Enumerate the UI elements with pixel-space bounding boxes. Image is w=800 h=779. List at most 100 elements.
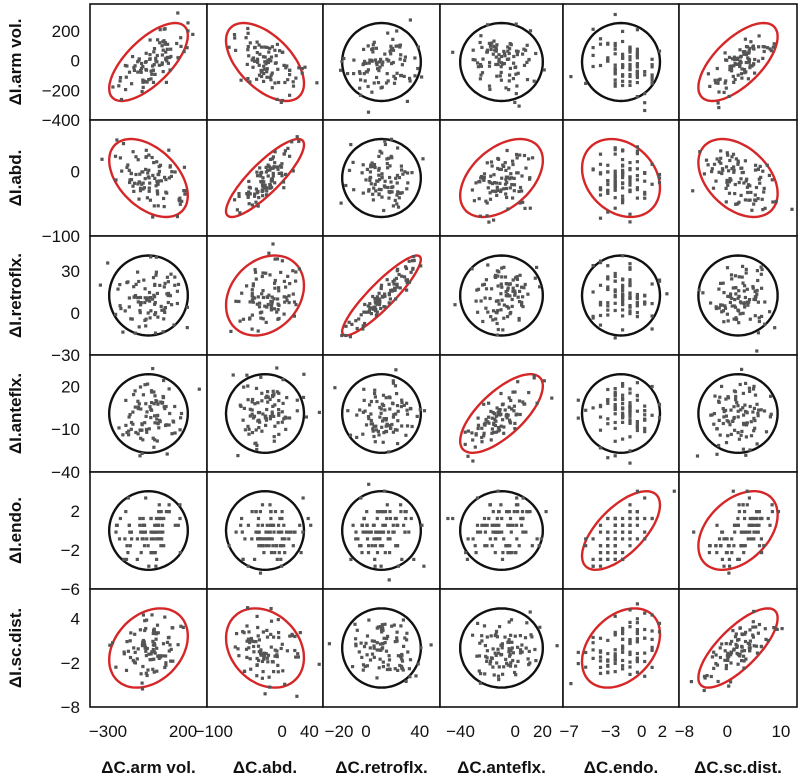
scatter-point [487,220,491,224]
scatter-point [503,275,508,279]
scatter-point [598,302,603,306]
scatter-point [635,74,639,78]
scatter-point [147,290,152,295]
scatter-point [259,653,263,657]
scatter-point [388,551,392,555]
scatter-point [118,304,122,308]
scatter-point [516,659,520,663]
scatter-point [621,201,625,205]
scatter-point [635,304,639,308]
scatter-point [138,385,143,389]
scatter-point [742,68,747,72]
scatter-point [264,165,268,169]
scatter-point [400,666,404,671]
scatter-point [146,544,150,548]
scatter-point [117,84,121,88]
scatter-point [141,170,145,174]
scatter-point [163,310,167,314]
scatter-point [375,551,380,555]
scatter-point [735,62,739,66]
scatter-point [114,312,118,316]
scatter-point [396,419,400,423]
scatter-point [276,308,280,312]
scatter-point [727,55,732,59]
scatter-point [270,185,274,189]
scatter-point [273,648,277,652]
scatter-point [569,682,573,686]
scatter-point [621,66,625,70]
scatter-point [129,178,134,182]
scatter-point [348,335,352,339]
scatter-point [502,265,506,269]
panel-r3-c3 [322,235,441,356]
scatter-point [119,307,123,311]
scatter-point [643,171,647,175]
scatter-point [488,181,492,185]
scatter-point [628,74,632,79]
scatter-point [422,409,427,413]
scatter-point [725,312,729,316]
scatter-point [635,428,639,433]
panel-r4-c5 [562,354,680,473]
scatter-point [282,152,286,156]
scatter-point [271,242,275,246]
panel-r2-c5 [562,119,680,237]
scatter-point [730,304,734,308]
scatter-point [273,61,277,65]
scatter-point [695,454,700,458]
scatter-point [268,417,272,421]
scatter-point [278,544,283,548]
scatter-point [621,411,625,415]
scatter-point [510,640,514,644]
scatter-point [598,428,603,432]
scatter-point [371,429,375,433]
scatter-point [643,409,647,413]
scatter-point [512,404,516,408]
scatter-point [144,414,148,418]
scatter-point [732,170,736,174]
scatter-point [621,644,625,648]
panel-r3-c2 [206,235,324,356]
scatter-point [382,208,386,213]
scatter-point [628,180,632,185]
scatter-point [185,46,189,50]
scatter-point [132,393,136,397]
scatter-point [613,308,617,313]
scatter-point [726,651,730,655]
scatter-point [765,163,769,167]
scatter-point [513,670,517,675]
scatter-point [525,621,529,625]
scatter-point [148,38,152,42]
scatter-point [497,53,501,57]
scatter-point [248,186,252,190]
scatter-point [535,401,539,405]
scatter-point [380,425,384,429]
scatter-point [635,81,639,85]
scatter-point [740,544,744,548]
scatter-point [360,171,364,175]
scatter-point [392,74,396,78]
scatter-point [253,59,257,63]
scatter-point [628,537,632,541]
scatter-point [291,80,295,84]
scatter-point [496,284,500,288]
scatter-point [277,286,281,290]
scatter-point [591,264,595,268]
scatter-point [503,161,507,165]
scatter-point [269,306,273,310]
scatter-point [518,651,523,655]
scatter-point [757,544,762,548]
scatter-point [714,305,718,309]
scatter-point [621,384,625,388]
scatter-point [165,47,169,51]
scatter-point [515,283,519,288]
scatter-point [488,537,492,541]
scatter-point [743,403,747,407]
scatter-point [362,645,367,649]
scatter-point [250,412,254,416]
scatter-point [650,637,654,641]
scatter-point [127,70,132,74]
scatter-point [635,426,639,430]
scatter-point [709,301,713,305]
scatter-point [151,667,155,671]
